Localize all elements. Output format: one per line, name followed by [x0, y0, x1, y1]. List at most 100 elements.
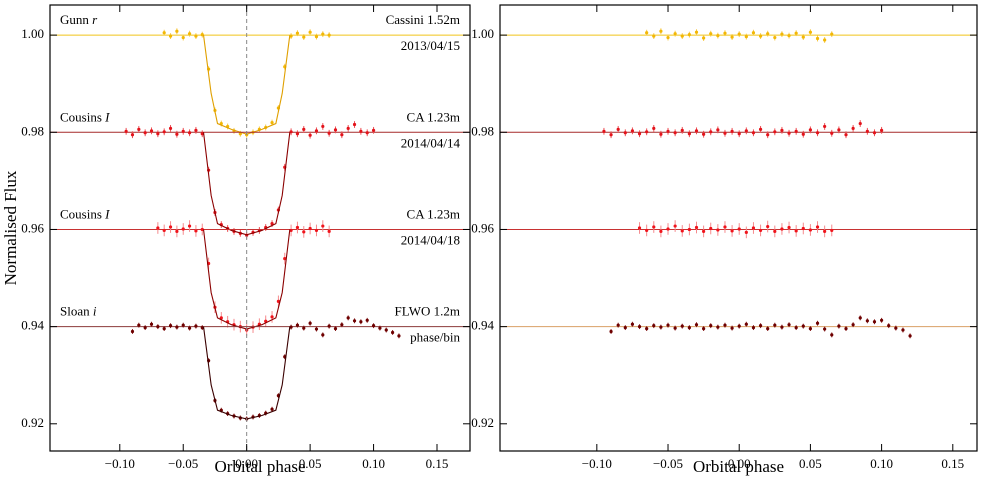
data-point [858, 121, 862, 126]
data-point [673, 224, 677, 228]
data-point [730, 229, 734, 233]
data-point [801, 132, 805, 136]
data-point [359, 320, 363, 324]
data-point [766, 326, 770, 331]
data-point [709, 324, 713, 328]
data-point [168, 34, 173, 38]
x-tick-label: 0.15 [426, 456, 449, 471]
data-point [773, 35, 777, 40]
x-tick-label: 0.00 [728, 456, 751, 471]
data-point [716, 128, 720, 132]
data-point [780, 128, 784, 132]
data-point [340, 133, 344, 137]
data-point [666, 129, 670, 133]
data-point [709, 32, 713, 36]
data-point [716, 325, 720, 329]
data-point [659, 29, 663, 33]
band-name: i [93, 304, 97, 319]
data-point [744, 34, 748, 39]
band-name: I [104, 109, 110, 124]
data-point [181, 35, 185, 40]
data-point [302, 35, 306, 39]
data-point [872, 131, 877, 135]
series-label: Cousins I [60, 109, 110, 124]
data-point [645, 228, 649, 233]
x-tick-label: −0.10 [582, 456, 612, 471]
data-point [766, 32, 770, 36]
data-point [723, 131, 727, 135]
data-point [314, 327, 319, 331]
data-point [340, 323, 344, 327]
data-point [894, 326, 898, 330]
data-point [371, 324, 376, 328]
data-point [780, 227, 784, 231]
data-point [737, 32, 741, 36]
y-tick-label: 0.96 [471, 220, 494, 235]
data-point [780, 32, 784, 36]
x-tick-label: 0.05 [799, 456, 822, 471]
data-point [181, 323, 185, 327]
data-point [908, 334, 912, 338]
data-point [181, 227, 185, 231]
data-point [730, 129, 734, 133]
data-point [865, 129, 869, 133]
data-point [156, 226, 160, 230]
data-point [637, 132, 642, 136]
y-tick-label: 1.00 [471, 26, 494, 41]
data-point [645, 326, 649, 331]
data-point [652, 126, 656, 131]
data-point [162, 228, 166, 233]
data-point [327, 33, 331, 37]
data-point [308, 226, 312, 231]
data-point [130, 133, 135, 137]
data-point [815, 131, 820, 135]
data-point [295, 31, 300, 35]
data-point [645, 130, 649, 134]
data-point [808, 30, 813, 34]
data-point [730, 326, 734, 330]
data-point [162, 130, 166, 134]
data-point [371, 128, 376, 132]
telescope-label: FLWO 1.2m [395, 304, 460, 319]
x-tick-label: 0.10 [362, 456, 385, 471]
data-point [623, 131, 627, 135]
data-point [327, 229, 331, 234]
telescope-label: CA 1.23m [407, 109, 460, 124]
y-tick-label: 0.94 [471, 318, 494, 333]
x-tick-label: −0.10 [105, 456, 135, 471]
date-label: phase/bin [410, 330, 460, 345]
data-point [181, 129, 185, 133]
data-point [321, 32, 325, 36]
telescope-label: CA 1.23m [407, 206, 460, 221]
data-point [630, 129, 635, 133]
data-point [295, 323, 300, 327]
data-point [652, 324, 656, 328]
data-point [723, 225, 727, 229]
data-point [359, 129, 363, 133]
data-point [880, 318, 884, 322]
data-point [880, 128, 884, 132]
data-point [673, 32, 677, 36]
data-point [858, 316, 862, 320]
data-point [162, 326, 166, 331]
data-point [276, 299, 280, 303]
data-point [758, 228, 763, 233]
filter-name: Cousins [60, 109, 105, 124]
telescope-label: Cassini 1.52m [386, 12, 460, 27]
data-point [709, 130, 713, 134]
data-point [837, 324, 841, 328]
data-point [637, 226, 642, 230]
data-point [327, 324, 331, 328]
x-tick-label: 0.10 [870, 456, 893, 471]
data-point [365, 131, 369, 135]
data-point [321, 224, 325, 228]
data-point [687, 227, 691, 232]
data-point [130, 329, 135, 334]
y-tick-label: 0.96 [21, 220, 44, 235]
data-point [694, 129, 699, 133]
model-line [202, 132, 291, 236]
data-point [680, 324, 684, 328]
data-point [194, 34, 198, 38]
data-point [837, 128, 841, 132]
data-point [830, 32, 834, 36]
